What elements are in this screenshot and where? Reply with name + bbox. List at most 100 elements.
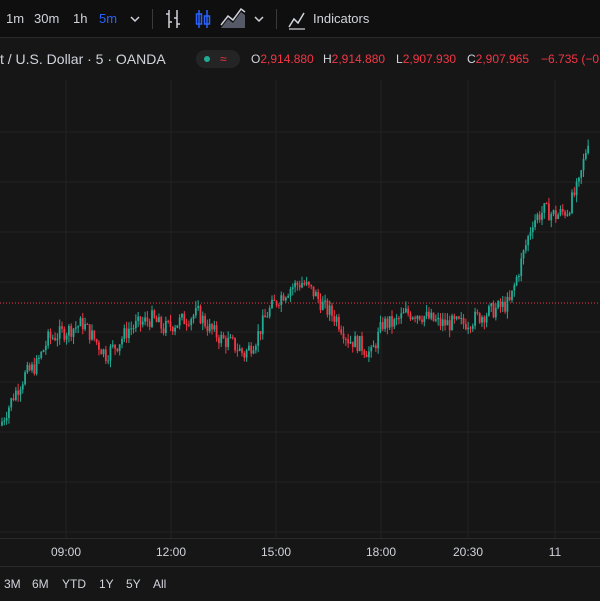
candle[interactable] [33,357,36,376]
candle[interactable] [155,315,158,323]
bar-style-button[interactable] [164,0,182,38]
candle[interactable] [169,314,172,332]
candle[interactable] [109,344,112,368]
candle[interactable] [185,318,188,331]
candle[interactable] [190,317,193,331]
candle[interactable] [471,323,474,332]
candle[interactable] [347,333,350,348]
candle[interactable] [199,304,202,325]
candle[interactable] [49,328,52,345]
candle[interactable] [231,334,234,340]
candle[interactable] [132,324,135,334]
candle[interactable] [361,331,363,356]
candle[interactable] [238,344,241,352]
candle[interactable] [275,300,278,308]
candle[interactable] [261,309,264,340]
candle[interactable] [160,315,163,334]
candle[interactable] [430,308,433,321]
candle[interactable] [460,312,463,325]
candle[interactable] [257,324,260,353]
candle[interactable] [137,311,140,327]
candle[interactable] [194,301,197,319]
candle[interactable] [61,321,63,333]
candle[interactable] [511,290,513,303]
candle[interactable] [444,313,446,331]
candle[interactable] [201,311,204,331]
candle[interactable] [499,298,502,313]
candle[interactable] [289,286,292,302]
candle[interactable] [478,312,481,324]
candle[interactable] [485,312,488,328]
candle[interactable] [40,351,43,360]
candle[interactable] [518,273,520,282]
candle[interactable] [368,346,370,363]
candle[interactable] [490,302,493,313]
candle[interactable] [340,325,343,336]
candle[interactable] [541,206,543,226]
candle[interactable] [215,321,218,342]
candle[interactable] [365,351,368,358]
candle[interactable] [227,331,230,351]
candle[interactable] [24,370,26,386]
candle[interactable] [432,312,435,322]
candle[interactable] [370,344,373,358]
time-axis[interactable]: 09:00 12:00 15:00 18:00 20:30 11 [0,538,600,566]
candle[interactable] [388,316,391,331]
candle[interactable] [520,252,523,282]
candle[interactable] [31,361,33,373]
candle[interactable] [243,351,246,362]
candle[interactable] [358,335,361,352]
candle[interactable] [241,347,243,357]
candle[interactable] [529,227,532,240]
candle[interactable] [38,355,40,364]
candle[interactable] [104,345,107,364]
candle[interactable] [409,311,412,321]
candle[interactable] [575,178,578,203]
candle[interactable] [54,332,56,342]
candle[interactable] [171,325,174,335]
candle[interactable] [326,298,329,318]
candle[interactable] [314,289,317,297]
candle[interactable] [248,342,250,351]
candle[interactable] [534,214,536,231]
candle[interactable] [377,327,380,354]
price-chart[interactable] [0,80,600,538]
candle[interactable] [559,205,562,217]
candle[interactable] [550,211,553,228]
candle[interactable] [197,300,200,311]
candle[interactable] [504,296,506,314]
candle[interactable] [68,323,70,343]
candle[interactable] [14,387,17,402]
area-style-button[interactable] [220,0,246,38]
candle[interactable] [434,314,437,323]
candle[interactable] [70,323,73,342]
chart-style-dropdown-button[interactable] [252,0,266,38]
candle[interactable] [464,318,467,331]
candle[interactable] [236,343,239,357]
candle[interactable] [317,288,320,303]
candle[interactable] [81,313,84,335]
candle[interactable] [28,362,31,372]
range-5y-button[interactable]: 5Y [126,577,141,591]
candle[interactable] [404,301,407,314]
candle[interactable] [308,281,310,289]
candle[interactable] [356,334,359,354]
candle[interactable] [208,318,211,334]
candle[interactable] [188,320,190,328]
candle[interactable] [561,204,564,216]
interval-dropdown-button[interactable] [128,0,142,38]
candle[interactable] [21,381,24,394]
candle[interactable] [421,315,423,325]
candle[interactable] [118,344,121,356]
candle[interactable] [584,149,587,161]
candle[interactable] [481,315,483,327]
candle[interactable] [167,319,170,324]
candle[interactable] [72,328,75,345]
candle[interactable] [571,189,573,215]
candle[interactable] [587,139,590,155]
candle[interactable] [148,318,151,331]
candle[interactable] [35,355,38,376]
candle[interactable] [458,315,460,320]
candle[interactable] [153,309,156,320]
candle[interactable] [111,340,114,349]
